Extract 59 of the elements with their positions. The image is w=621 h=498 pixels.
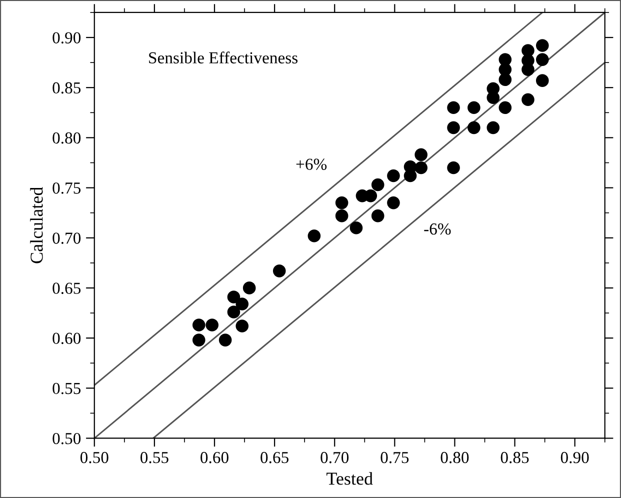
x-tick-label: 0.85 <box>500 452 529 464</box>
x-tick-label: 0.65 <box>260 452 288 464</box>
point <box>242 282 256 294</box>
y-tick-label: 0.90 <box>52 32 81 44</box>
point <box>498 101 512 114</box>
point <box>468 101 480 114</box>
point <box>536 53 549 66</box>
y-tick-label: 0.85 <box>52 82 81 94</box>
point <box>404 160 417 174</box>
annotation: Sensible Effectiveness <box>149 52 298 64</box>
point <box>447 121 460 134</box>
point <box>236 320 249 332</box>
point <box>272 264 286 278</box>
point <box>335 209 348 222</box>
point <box>227 306 240 318</box>
y-tick-label: 0.50 <box>52 432 81 444</box>
point <box>308 229 321 242</box>
y-tick-label: 0.70 <box>52 232 81 244</box>
point <box>536 39 549 52</box>
x-tick-label: 0.55 <box>140 452 168 464</box>
y-tick-label: 0.55 <box>52 382 81 394</box>
x-tick-label: 0.75 <box>380 452 409 464</box>
point <box>522 93 534 106</box>
point <box>498 53 512 66</box>
y-tick-label: 0.75 <box>52 182 81 194</box>
point <box>387 169 400 182</box>
x-tick-label: 0.50 <box>80 452 108 464</box>
x-tick-label: 0.60 <box>200 452 228 464</box>
point <box>364 189 378 202</box>
point <box>218 334 232 346</box>
point <box>371 178 384 192</box>
y-tick-label: 0.60 <box>52 332 81 344</box>
x-tick-label: 0.70 <box>320 452 349 464</box>
point <box>486 121 500 134</box>
y-axis-title: Calculated <box>30 186 43 264</box>
y-tick-label: 0.65 <box>52 282 81 294</box>
point <box>387 196 400 210</box>
point <box>414 148 428 162</box>
point <box>371 209 384 222</box>
point <box>192 318 206 332</box>
point <box>350 221 363 234</box>
point <box>468 121 480 134</box>
point <box>206 318 218 332</box>
point <box>447 101 460 114</box>
point <box>236 298 249 310</box>
y-tick-label: 0.80 <box>52 132 81 144</box>
point <box>335 196 348 210</box>
point <box>522 44 534 57</box>
x-tick-label: 0.90 <box>560 452 589 464</box>
annotation: +6% <box>296 158 327 170</box>
point <box>227 290 240 304</box>
point <box>536 74 549 87</box>
point <box>192 334 206 346</box>
x-tick-label: 0.80 <box>440 452 469 464</box>
point <box>486 82 500 95</box>
x-axis-title: Tested <box>326 472 373 485</box>
annotation: -6% <box>424 223 451 235</box>
point <box>414 161 428 174</box>
point <box>447 161 460 174</box>
